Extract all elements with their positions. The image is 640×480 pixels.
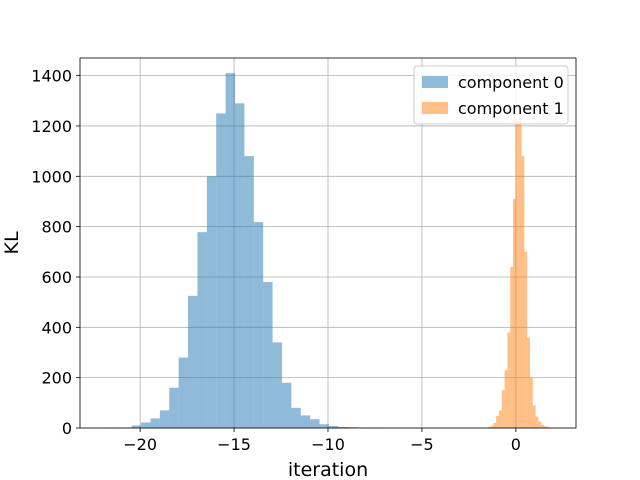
legend-swatch-1	[422, 102, 448, 114]
histogram-bar-series-0	[300, 415, 311, 428]
y-tick-label: 400	[41, 318, 72, 337]
histogram-bar-series-0	[272, 342, 282, 428]
histogram-bar-series-1	[515, 120, 519, 428]
y-axis-label: KL	[1, 231, 23, 254]
histogram-bar-series-0	[225, 73, 235, 428]
histogram-bar-series-0	[188, 295, 198, 428]
histogram-bar-series-1	[535, 416, 539, 428]
histogram-bar-series-0	[197, 232, 207, 428]
histogram-bar-series-0	[178, 357, 189, 428]
histogram-bar-series-0	[328, 425, 339, 428]
histogram-bar-series-0	[169, 387, 179, 428]
y-tick-label: 0	[62, 419, 72, 438]
histogram-bar-series-1	[498, 410, 502, 428]
histogram-bar-series-0	[216, 113, 226, 429]
x-tick-label: −5	[410, 435, 434, 454]
histogram-bar-series-1	[521, 156, 525, 428]
histogram-bar-series-1	[544, 426, 547, 428]
histogram-bar-series-1	[538, 421, 542, 428]
histogram-bar-series-1	[541, 424, 545, 428]
histogram-bar-series-0	[319, 424, 329, 428]
histogram-bar-series-0	[206, 176, 217, 428]
y-tick-label: 1400	[31, 67, 72, 86]
histogram-bar-series-1	[527, 337, 530, 428]
histogram-bar-series-0	[281, 382, 292, 428]
histogram-bar-series-1	[524, 251, 528, 428]
histogram-bar-series-0	[159, 410, 170, 428]
histogram-bar-series-0	[291, 407, 301, 428]
histogram-bar-series-1	[493, 422, 497, 428]
histogram-bar-series-1	[518, 115, 522, 428]
x-axis-label: iteration	[288, 459, 368, 480]
histogram-bar-series-1	[504, 370, 508, 428]
histogram-bar-series-0	[244, 156, 254, 428]
histogram-bar-series-0	[150, 418, 160, 428]
histogram-bar-series-1	[487, 426, 491, 428]
histogram-bar-series-0	[263, 282, 273, 428]
x-tick-label: 0	[511, 435, 521, 454]
axis-ticks: −20 −15 −10 −5 0 0 200 400 600 800 1000 1200 1400	[31, 67, 521, 454]
y-tick-label: 1000	[31, 167, 72, 186]
y-tick-label: 1200	[31, 117, 72, 136]
histogram-bar-series-1	[510, 266, 514, 428]
histogram-bar-series-0	[338, 426, 348, 428]
histogram-bar-series-1	[529, 377, 533, 428]
legend-label-0: component 0	[458, 73, 564, 92]
histogram-bar-series-1	[507, 332, 511, 428]
histogram-bar-series-1	[546, 426, 550, 428]
legend-label-1: component 1	[458, 99, 564, 118]
histogram-bar-series-0	[253, 222, 264, 428]
x-tick-label: −10	[311, 435, 345, 454]
y-tick-label: 200	[41, 369, 72, 388]
histogram-bars	[103, 73, 556, 429]
legend: component 0 component 1	[413, 65, 569, 125]
x-tick-label: −15	[217, 435, 251, 454]
legend-box	[413, 65, 569, 125]
x-tick-label: −20	[123, 435, 157, 454]
histogram-bar-series-1	[490, 425, 494, 428]
y-tick-label: 800	[41, 218, 72, 237]
histogram-bar-series-1	[501, 390, 505, 428]
legend-swatch-0	[422, 76, 448, 88]
histogram-bar-series-1	[513, 198, 516, 428]
histogram-bar-series-0	[235, 103, 245, 428]
histogram-bar-series-0	[131, 425, 142, 428]
histogram-bar-series-0	[310, 419, 320, 428]
histogram-bar-series-1	[496, 415, 499, 428]
y-tick-label: 600	[41, 268, 72, 287]
histogram-bar-series-0	[141, 422, 151, 428]
histogram-bar-series-1	[532, 405, 536, 428]
